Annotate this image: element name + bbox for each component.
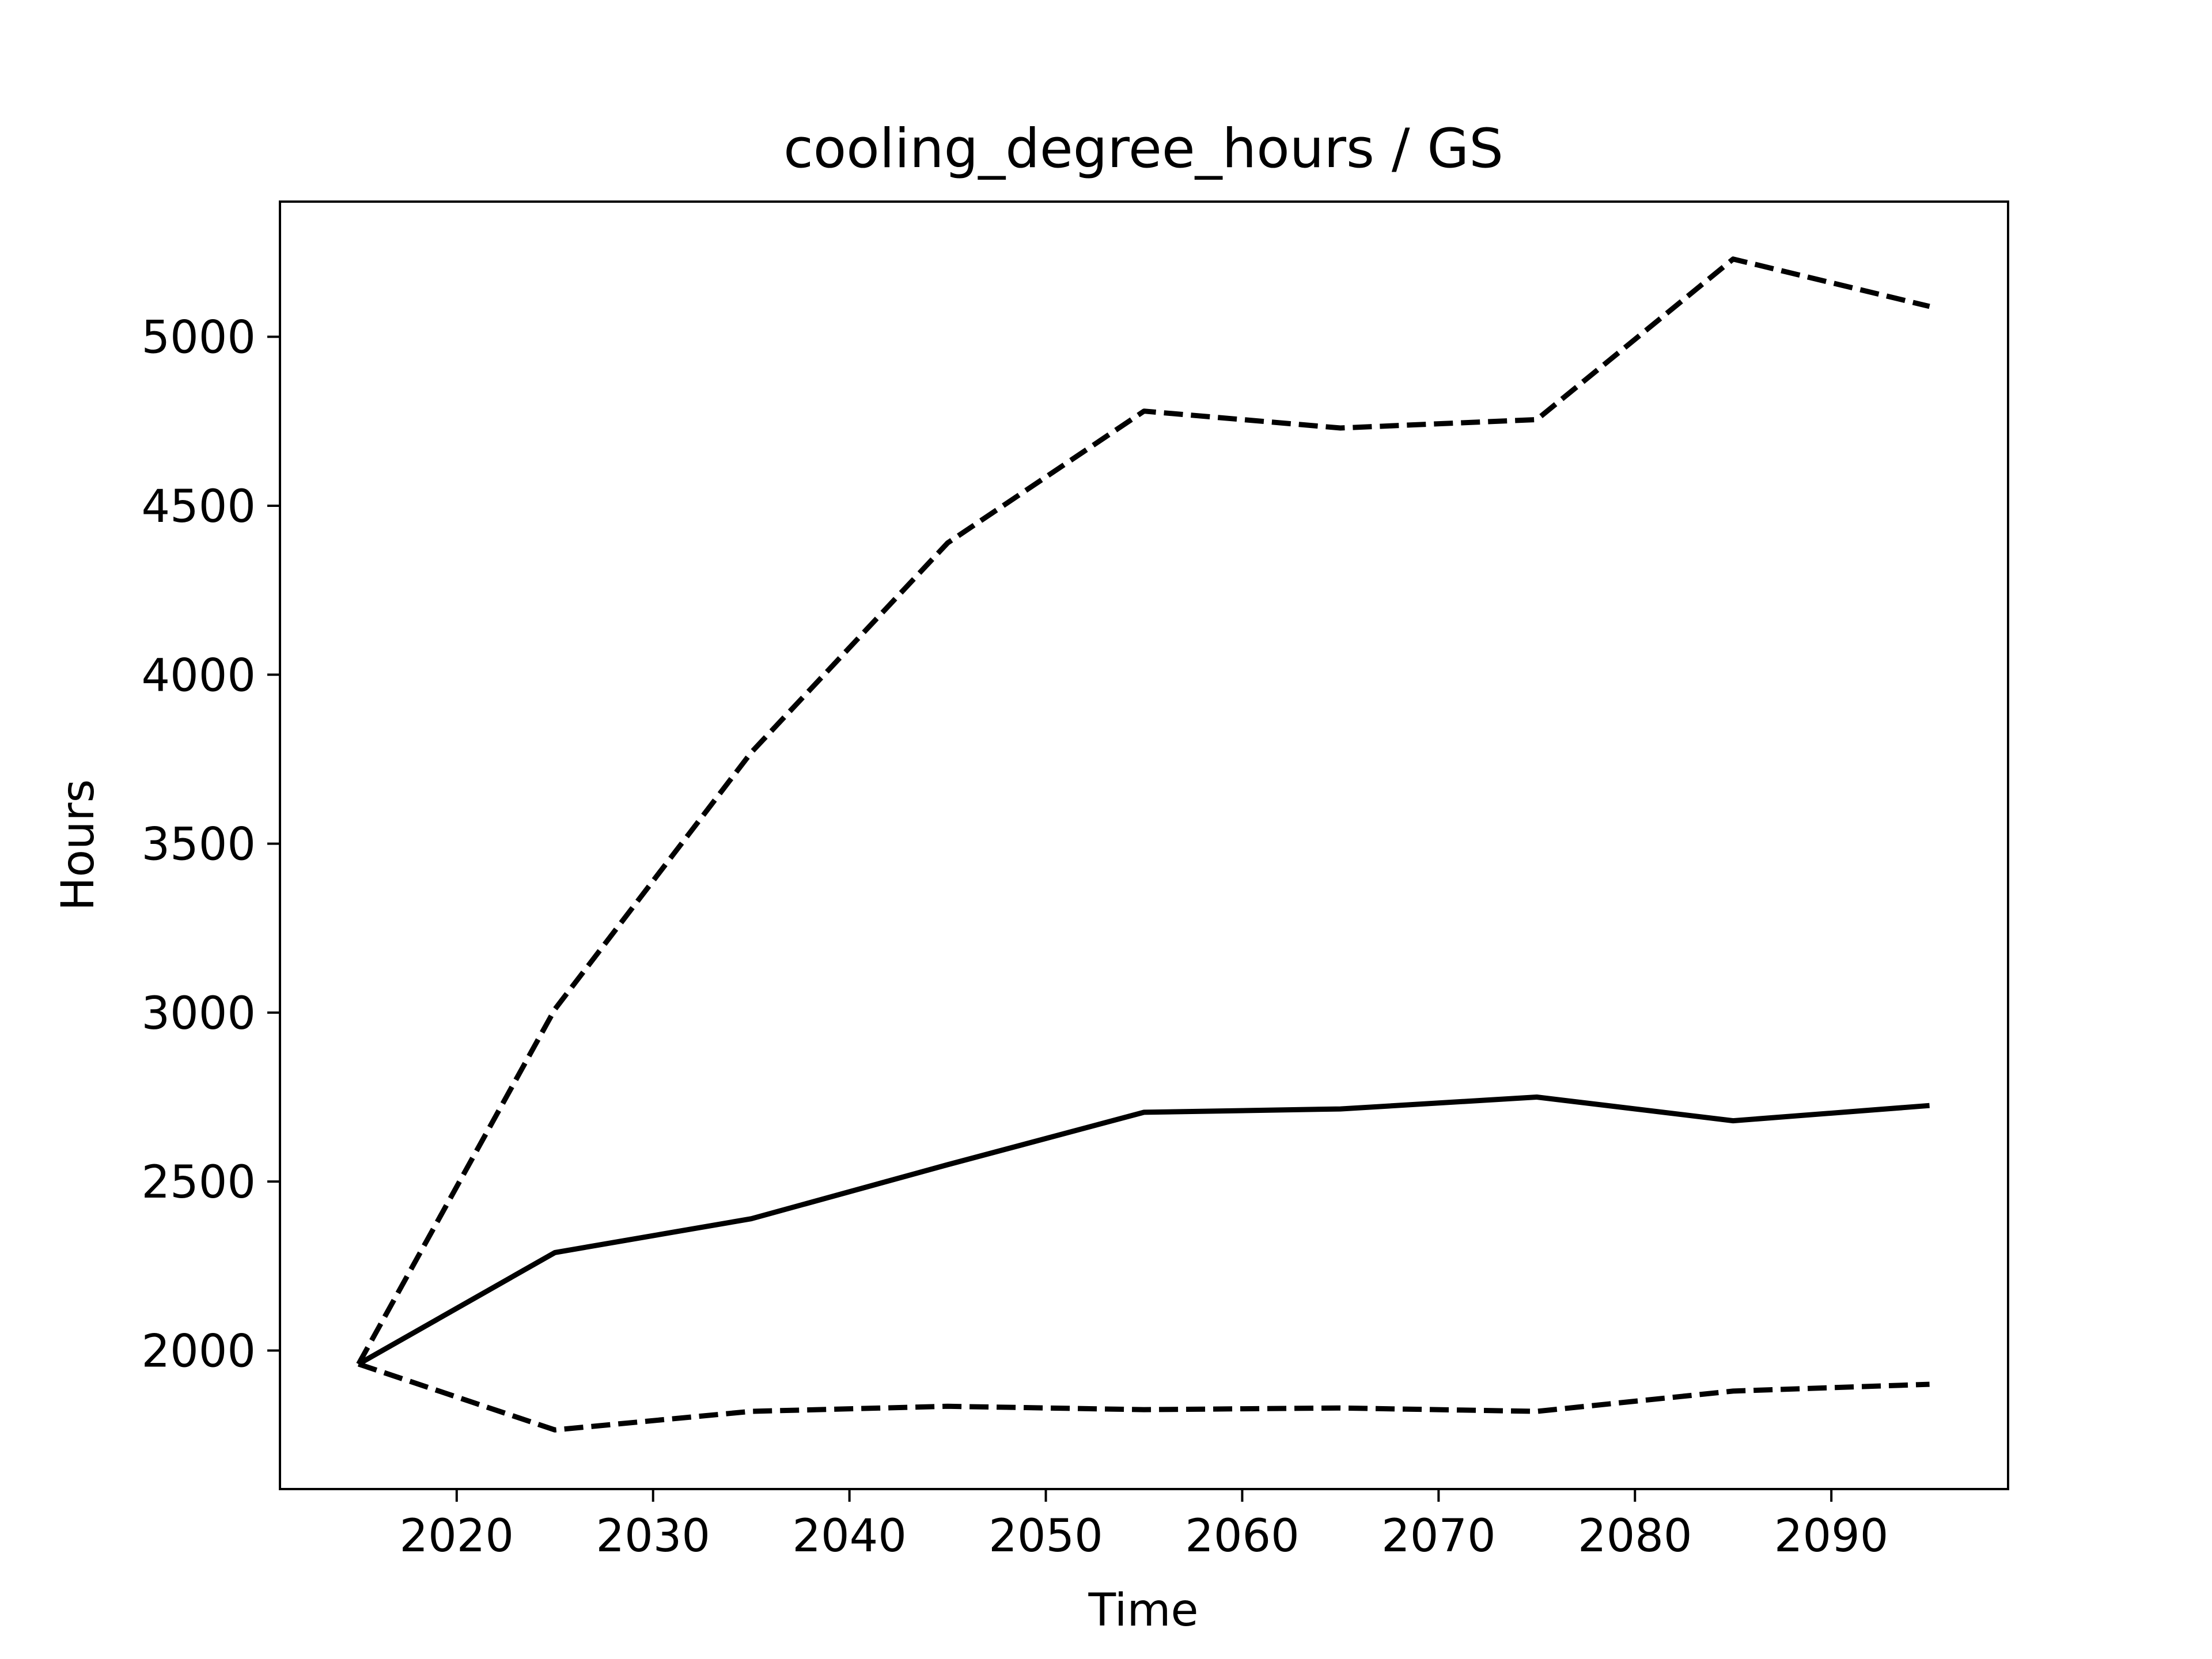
- x-axis: 2020 2030 2040 2050 2060 2070 2080 2090: [400, 1489, 1889, 1562]
- series-line-3: [357, 1361, 1930, 1433]
- y-tick-label: 3500: [141, 819, 256, 871]
- series-line-2: [356, 256, 1930, 1366]
- y-tick-label: 4000: [141, 650, 256, 702]
- x-tick-label: 2020: [400, 1510, 514, 1562]
- x-tick-label: 2030: [596, 1510, 710, 1562]
- y-axis-label: Hours: [52, 779, 104, 911]
- series-layer: [356, 256, 1930, 1433]
- x-tick-label: 2060: [1185, 1510, 1300, 1562]
- y-tick-label: 2500: [141, 1157, 256, 1209]
- x-tick-label: 2040: [792, 1510, 907, 1562]
- y-tick-label: 5000: [141, 312, 256, 364]
- plot-frame: [279, 200, 2009, 1490]
- x-tick-label: 2070: [1381, 1510, 1496, 1562]
- y-tick-label: 4500: [141, 481, 256, 533]
- x-axis-label: Time: [1088, 1585, 1199, 1637]
- chart-title: cooling_degree_hours / GS: [783, 118, 1503, 180]
- y-tick-label: 3000: [141, 988, 256, 1040]
- series-line-1: [357, 1094, 1930, 1366]
- x-tick-label: 2050: [988, 1510, 1103, 1562]
- x-tick-label: 2090: [1774, 1510, 1889, 1562]
- y-tick-label: 2000: [141, 1325, 256, 1377]
- x-tick-label: 2080: [1578, 1510, 1692, 1562]
- y-axis: 2000 2500 3000 3500 4000 4500 5000: [141, 312, 280, 1377]
